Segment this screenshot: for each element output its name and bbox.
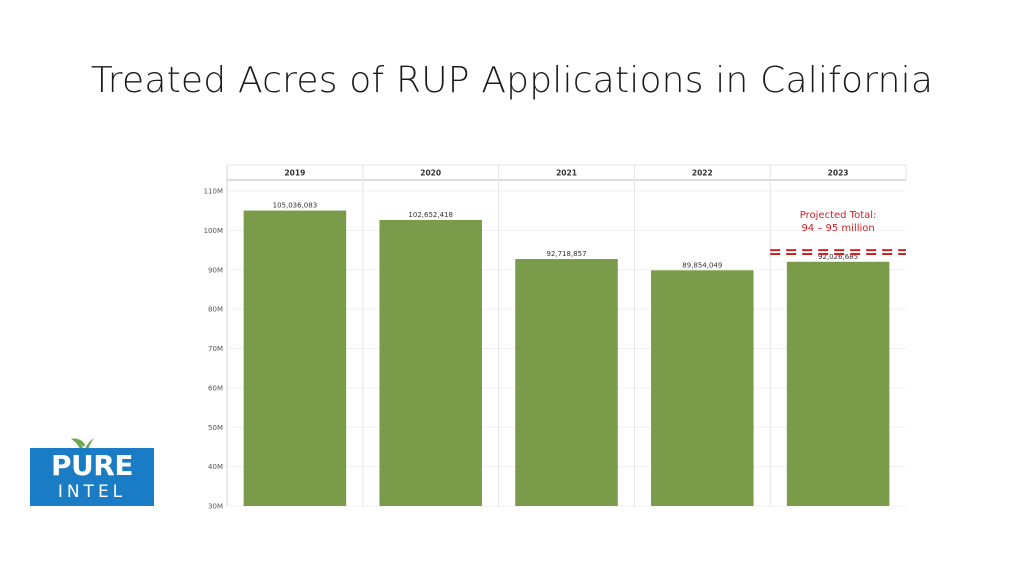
y-tick-label: 60M <box>208 384 223 392</box>
data-label: 92,718,857 <box>546 250 586 258</box>
column-header: 2023 <box>828 169 849 178</box>
projection-label: Projected Total: <box>800 210 877 221</box>
projection-label: 94 – 95 million <box>801 223 874 234</box>
bar <box>651 270 754 506</box>
bar <box>243 210 347 507</box>
data-label: 102,652,418 <box>408 211 453 219</box>
column-header: 2022 <box>692 169 713 178</box>
slide-title: Treated Acres of RUP Applications in Cal… <box>90 60 934 101</box>
y-tick-label: 110M <box>204 188 223 196</box>
bar <box>379 219 482 507</box>
y-tick-label: 30M <box>208 503 223 511</box>
logo-word-pure: PURE <box>51 449 133 482</box>
bar <box>786 261 890 506</box>
data-label: 105,036,083 <box>273 202 318 210</box>
pure-intel-logo: PURE INTEL <box>30 432 154 506</box>
logo-box <box>30 448 154 506</box>
column-header: 2021 <box>556 169 577 178</box>
data-label: 92,026,685 <box>818 253 858 261</box>
data-label: 89,854,049 <box>682 261 722 269</box>
column-header: 2020 <box>420 169 441 178</box>
y-tick-label: 70M <box>208 345 223 353</box>
y-axis: 110M 100M 90M 80M 70M 60M 50M 40M 30M <box>204 188 223 511</box>
column-headers: 2019 2020 2021 2022 2023 <box>284 169 848 178</box>
y-tick-label: 100M <box>204 227 223 235</box>
bars <box>243 210 890 507</box>
logo-word-intel: INTEL <box>57 482 127 502</box>
y-tick-label: 50M <box>208 424 223 432</box>
projection-annotation: Projected Total: 94 – 95 million <box>770 210 906 255</box>
data-labels: 105,036,083 102,652,418 92,718,857 89,854,0… <box>273 202 859 270</box>
column-header: 2019 <box>284 169 305 178</box>
y-tick-label: 40M <box>208 463 223 471</box>
y-tick-label: 80M <box>208 306 223 314</box>
y-tick-label: 90M <box>208 266 223 274</box>
bar <box>515 259 618 506</box>
